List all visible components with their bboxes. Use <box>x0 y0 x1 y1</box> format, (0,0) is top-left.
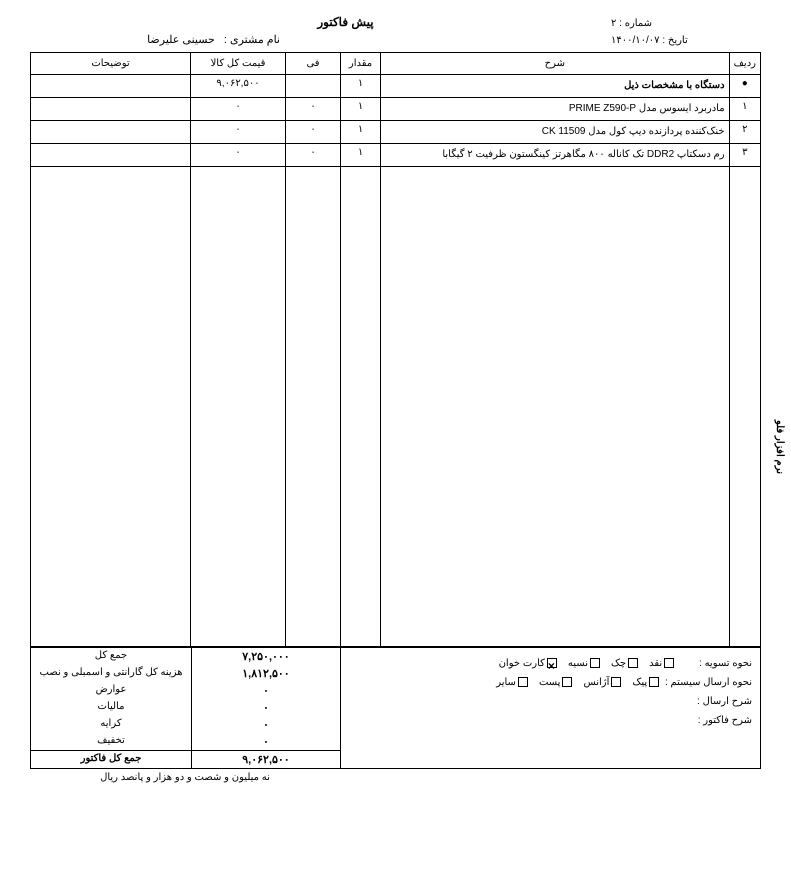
settle-option[interactable]: نسیه <box>568 658 603 669</box>
cell-qty: ۱ <box>341 121 381 144</box>
cell-total: ۹,۰۶۲,۵۰۰ <box>191 75 286 98</box>
software-watermark: نرم افزار فلو <box>774 420 785 474</box>
sum-label: هزینه کل گارانتی و اسمبلی و نصب <box>31 665 191 682</box>
table-header-row: ردیف شرح مقدار فی قیمت کل کالا توضیحات <box>31 53 761 75</box>
cell-desc: رم دسکتاپ DDR2 تک کاناله ۸۰۰ مگاهرتز کین… <box>381 144 730 167</box>
cell-desc: خنک‌کننده پردازنده دیپ کول مدل CK 11509 <box>381 121 730 144</box>
table-row: ۲خنک‌کننده پردازنده دیپ کول مدل CK 11509… <box>31 121 761 144</box>
amount-in-words: نه میلیون و شصت و دو هزار و پانصد ریال <box>30 772 340 783</box>
sum-label: مالیات <box>31 699 191 716</box>
table-row: ●دستگاه با مشخصات ذیل۱ ۹,۰۶۲,۵۰۰ <box>31 75 761 98</box>
ship-option[interactable]: سایر <box>496 677 531 688</box>
sum-value: ۷,۲۵۰,۰۰۰ <box>191 648 340 665</box>
table-row: ۱مادربرد ایسوس مدل PRIME Z590-P۱۰۰ <box>31 98 761 121</box>
settle-option[interactable]: چک <box>611 658 641 669</box>
checkbox-icon <box>649 677 659 687</box>
sum-value: ۰ <box>191 682 340 699</box>
customer-name: نام مشتری : حسینی علیرضا <box>30 33 280 46</box>
footer-info: نحوه تسویه : نقد چک نسیه کارت خوان نحوه ارس… <box>341 648 760 768</box>
footer-sums: ۷,۲۵۰,۰۰۰جمع کل۱,۸۱۲,۵۰۰هزینه کل گارانتی… <box>31 648 341 768</box>
settlement-line: نحوه تسویه : نقد چک نسیه کارت خوان <box>349 654 752 673</box>
checkbox-icon <box>562 677 572 687</box>
sum-value: ۰ <box>191 716 340 733</box>
cell-total: ۰ <box>191 121 286 144</box>
sum-row: ۱,۸۱۲,۵۰۰هزینه کل گارانتی و اسمبلی و نصب <box>31 665 340 682</box>
cell-unit: ۰ <box>286 144 341 167</box>
col-notes: توضیحات <box>31 53 191 75</box>
cell-total: ۰ <box>191 98 286 121</box>
settle-label: نحوه تسویه : <box>680 654 752 673</box>
cell-total: ۰ <box>191 144 286 167</box>
sum-row: ۰عوارض <box>31 682 340 699</box>
checkbox-icon <box>611 677 621 687</box>
col-row: ردیف <box>729 53 760 75</box>
grand-total-label: جمع کل فاکتور <box>31 751 191 768</box>
col-unit: فی <box>286 53 341 75</box>
sum-row: ۷,۲۵۰,۰۰۰جمع کل <box>31 648 340 665</box>
date-label: تاریخ : <box>662 35 687 46</box>
cell-unit <box>286 75 341 98</box>
checkbox-icon <box>590 658 600 668</box>
cell-row: ۲ <box>729 121 760 144</box>
cell-row: ۱ <box>729 98 760 121</box>
spacer-row <box>31 167 761 647</box>
invoice-items-table: ردیف شرح مقدار فی قیمت کل کالا توضیحات ●… <box>30 52 761 647</box>
settle-option[interactable]: کارت خوان <box>499 658 560 669</box>
customer-value: حسینی علیرضا <box>147 34 215 46</box>
table-row: ۳رم دسکتاپ DDR2 تک کاناله ۸۰۰ مگاهرتز کی… <box>31 144 761 167</box>
col-qty: مقدار <box>341 53 381 75</box>
ship-desc-line: شرح ارسال : <box>349 692 752 711</box>
sum-row: ۰مالیات <box>31 699 340 716</box>
sum-label: تخفیف <box>31 733 191 750</box>
ship-option[interactable]: آژانس <box>583 677 624 688</box>
invoice-desc-line: شرح فاکتور : <box>349 711 752 730</box>
ship-option[interactable]: پیک <box>632 677 662 688</box>
settle-option[interactable]: نقد <box>649 658 677 669</box>
invoice-footer: نحوه تسویه : نقد چک نسیه کارت خوان نحوه ارس… <box>30 647 761 769</box>
cell-row: ● <box>729 75 760 98</box>
sum-label: جمع کل <box>31 648 191 665</box>
number-label: شماره : <box>619 18 652 29</box>
ship-option[interactable]: پست <box>539 677 576 688</box>
cell-notes <box>31 75 191 98</box>
cell-unit: ۰ <box>286 121 341 144</box>
sum-value: ۰ <box>191 699 340 716</box>
cell-row: ۳ <box>729 144 760 167</box>
sum-row: ۰کرایه <box>31 716 340 733</box>
customer-label: نام مشتری : <box>224 34 280 46</box>
ship-label: نحوه ارسال سیستم : <box>665 673 752 692</box>
cell-desc: مادربرد ایسوس مدل PRIME Z590-P <box>381 98 730 121</box>
col-desc: شرح <box>381 53 730 75</box>
checkbox-icon <box>628 658 638 668</box>
sum-value: ۱,۸۱۲,۵۰۰ <box>191 665 340 682</box>
cell-qty: ۱ <box>341 144 381 167</box>
col-total: قیمت کل کالا <box>191 53 286 75</box>
cell-qty: ۱ <box>341 75 381 98</box>
cell-notes <box>31 98 191 121</box>
checkbox-icon <box>664 658 674 668</box>
sum-label: کرایه <box>31 716 191 733</box>
cell-notes <box>31 121 191 144</box>
checkbox-icon <box>518 677 528 687</box>
cell-unit: ۰ <box>286 98 341 121</box>
invoice-number: شماره : ۲ <box>611 18 761 29</box>
invoice-date: تاریخ : ۱۴۰۰/۱۰/۰۷ <box>611 35 761 46</box>
sum-value: ۰ <box>191 733 340 750</box>
sum-label: عوارض <box>31 682 191 699</box>
cell-desc: دستگاه با مشخصات ذیل <box>381 75 730 98</box>
cell-notes <box>31 144 191 167</box>
checkbox-icon <box>547 658 557 668</box>
page-title: پیش فاکتور <box>180 15 511 29</box>
number-value: ۲ <box>611 18 616 29</box>
grand-total-value: ۹,۰۶۲,۵۰۰ <box>191 751 340 768</box>
grand-total-row: ۹,۰۶۲,۵۰۰ جمع کل فاکتور <box>31 750 340 768</box>
date-value: ۱۴۰۰/۱۰/۰۷ <box>611 35 660 46</box>
sum-row: ۰تخفیف <box>31 733 340 750</box>
cell-qty: ۱ <box>341 98 381 121</box>
